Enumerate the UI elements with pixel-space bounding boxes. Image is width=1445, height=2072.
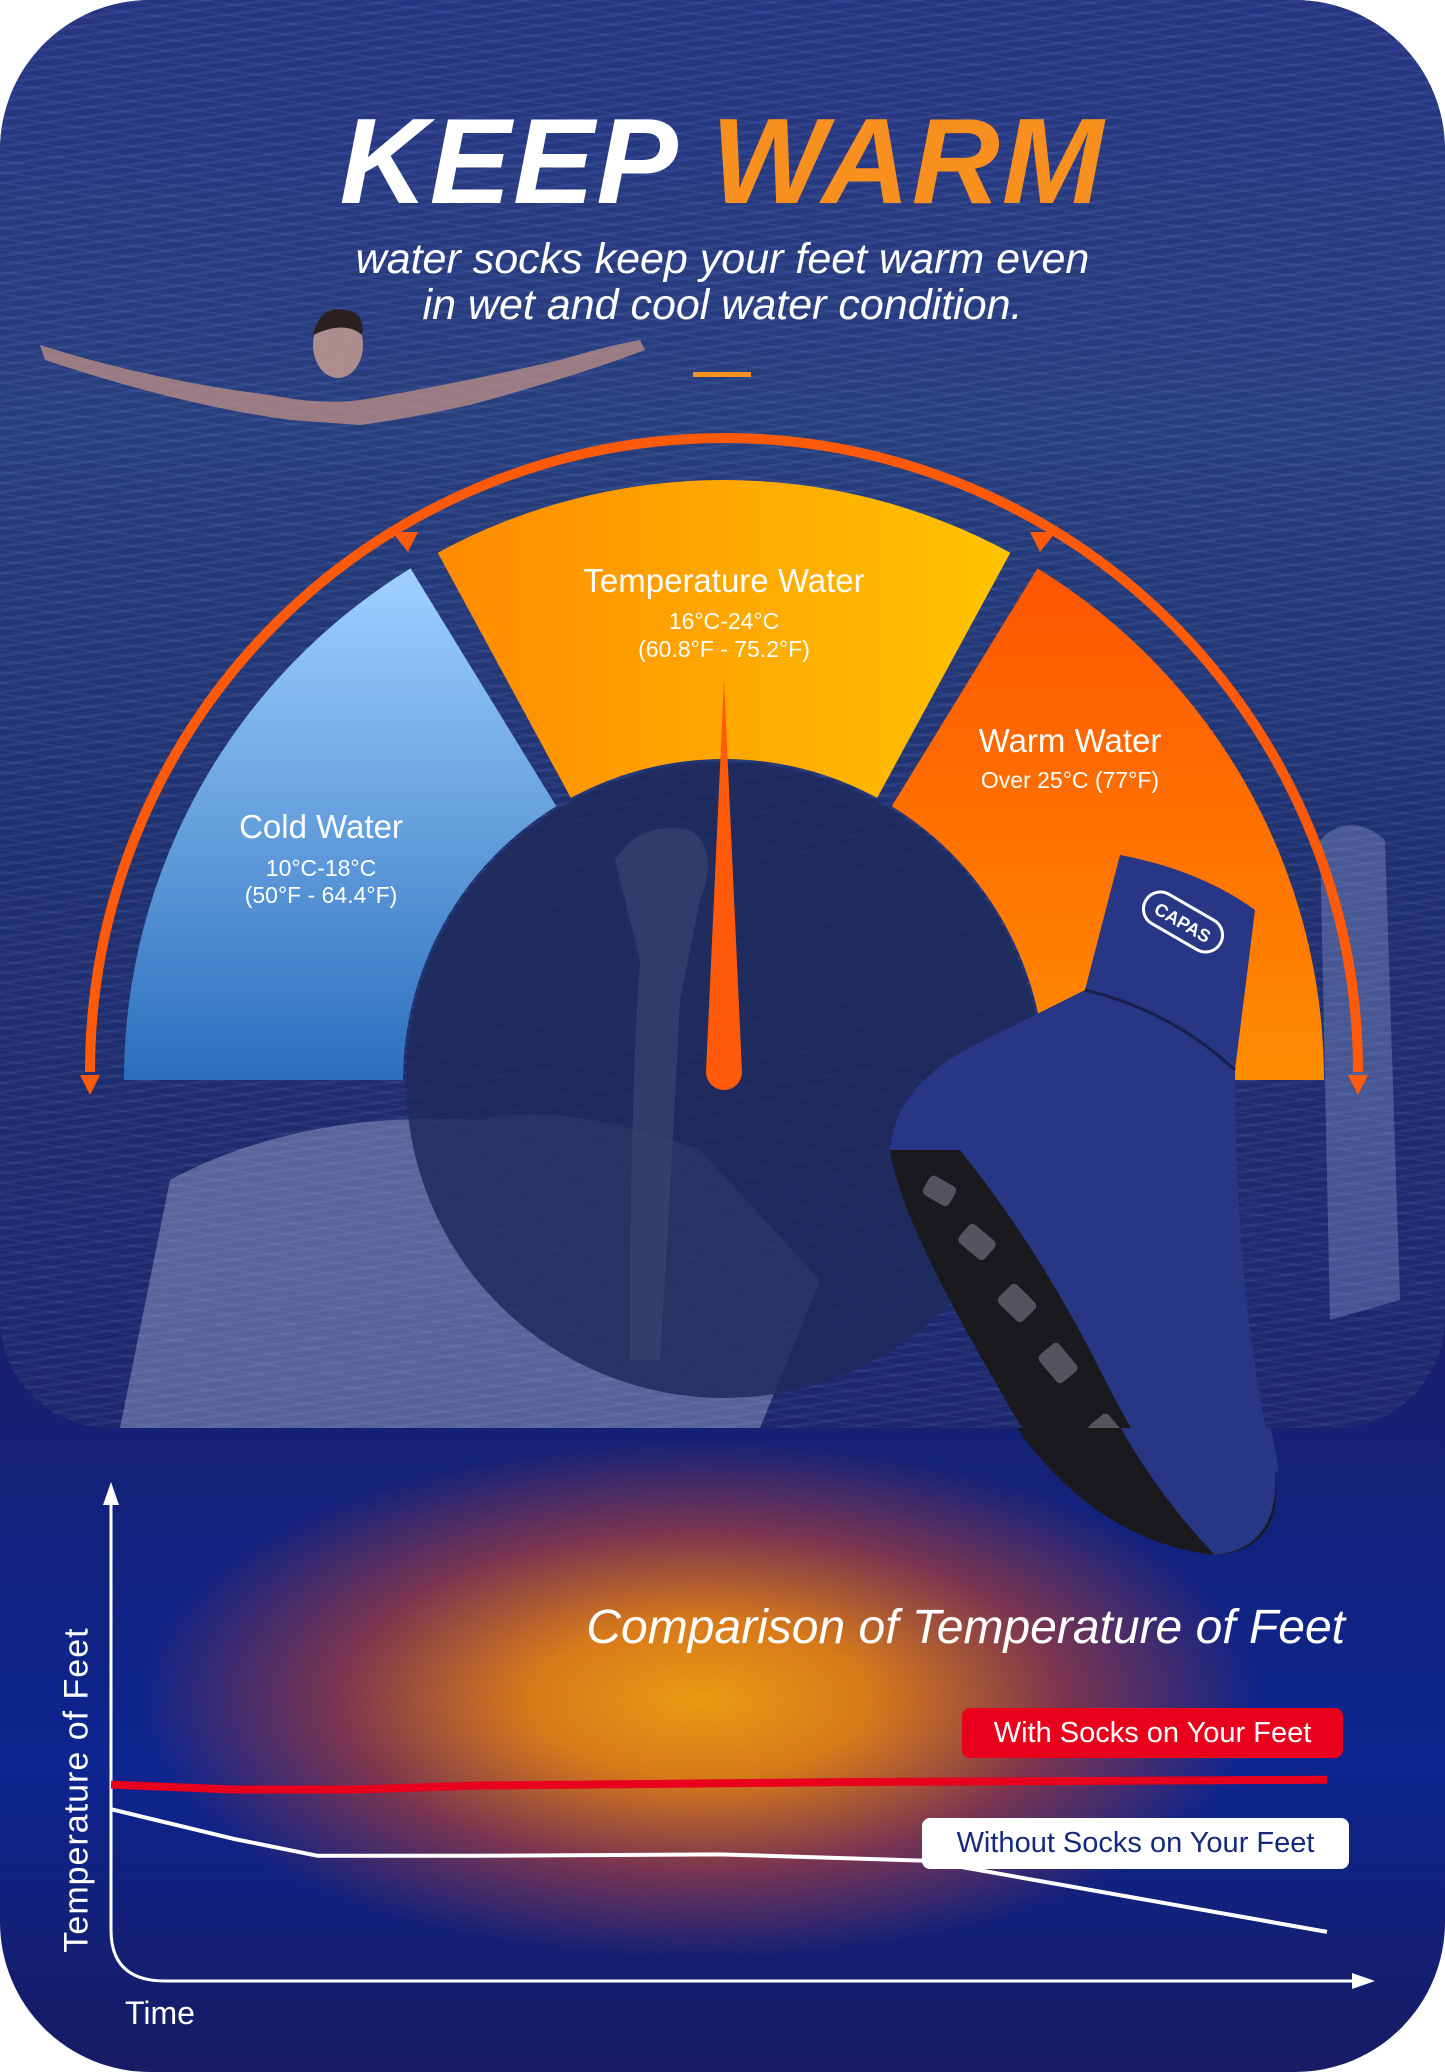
water-photo-panel: CAPAS KEEP WARM water socks keep your fe… bbox=[0, 0, 1445, 1428]
gauge-segment-temperature bbox=[437, 480, 1011, 798]
temperature-gauge bbox=[80, 433, 1368, 1398]
segment-celsius-cold: 10°C-18°C bbox=[265, 855, 377, 881]
title-keep: KEEP bbox=[339, 93, 676, 229]
arc-notch-left-icon bbox=[392, 532, 418, 552]
chart-title: Comparison of Temperature of Feet bbox=[586, 1601, 1345, 1654]
page-title: KEEP WARM bbox=[0, 100, 1445, 222]
segment-fahrenheit-cold: (50°F - 64.4°F) bbox=[244, 882, 398, 908]
segment-label-cold: Cold Water bbox=[239, 808, 403, 845]
segment-celsius-temperature: 16°C-24°C bbox=[668, 608, 780, 634]
subtitle-line-2: in wet and cool water condition. bbox=[422, 281, 1023, 329]
chart-axes bbox=[109, 1495, 1360, 1983]
gauge-segment-cold bbox=[124, 568, 557, 1080]
gauge-needle bbox=[706, 680, 742, 1090]
legend-with-socks: With Socks on Your Feet bbox=[962, 1708, 1343, 1758]
y-axis-arrow-icon bbox=[103, 1482, 119, 1505]
y-axis-label: Temperature of Feet bbox=[57, 1627, 96, 1953]
gauge-outer-arc bbox=[85, 433, 1363, 1073]
arc-notch-right-icon bbox=[1030, 532, 1056, 552]
sock-lower bbox=[1016, 1428, 1278, 1555]
arc-end-left-icon bbox=[80, 1075, 100, 1095]
title-warm: WARM bbox=[711, 93, 1106, 229]
segment-range-warm: Over 25°C (77°F) bbox=[980, 767, 1160, 793]
legend-without-socks: Without Socks on Your Feet bbox=[922, 1818, 1349, 1869]
accent-divider bbox=[693, 372, 751, 377]
segment-label-warm: Warm Water bbox=[978, 722, 1162, 759]
subtitle-line-1: water socks keep your feet warm even bbox=[355, 235, 1090, 283]
x-axis-label: Time bbox=[125, 1995, 195, 2031]
water-sock-product: CAPAS bbox=[890, 855, 1266, 1428]
x-axis-arrow-icon bbox=[1352, 1973, 1375, 1989]
arc-end-right-icon bbox=[1348, 1075, 1368, 1095]
segment-fahrenheit-temperature: (60.8°F - 75.2°F) bbox=[638, 636, 810, 662]
series-line-with-socks bbox=[110, 1775, 1328, 1794]
segment-label-temperature: Temperature Water bbox=[583, 562, 865, 599]
